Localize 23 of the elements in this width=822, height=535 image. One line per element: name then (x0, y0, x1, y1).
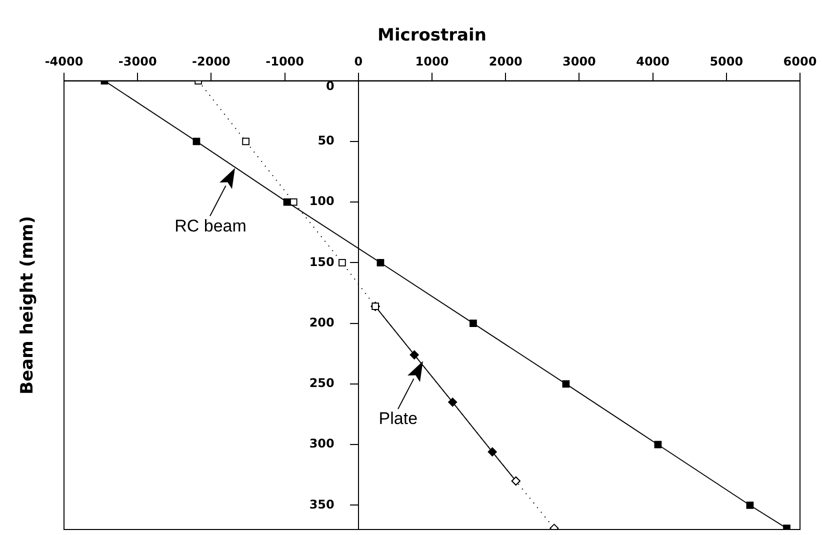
y-tick-label: 50 (318, 134, 334, 148)
y-tick-label: 250 (309, 376, 334, 390)
y-tick-label: 0 (326, 78, 334, 93)
y-tick-label: 100 (309, 194, 334, 208)
y-tick-label: 200 (309, 315, 334, 330)
x-tick-label: 4000 (636, 54, 670, 69)
x-tick-label: 3000 (562, 54, 596, 69)
x-tick-label: 5000 (710, 54, 744, 69)
x-tick-label: 1000 (415, 54, 449, 69)
x-tick-label: -2000 (192, 54, 230, 69)
y-axis-title: Beam height (mm) (17, 216, 38, 394)
annotation: RC beam (174, 216, 246, 236)
x-tick-label: 6000 (783, 54, 817, 69)
y-tick-label: 350 (309, 497, 334, 512)
x-tick-label: -1000 (266, 54, 304, 69)
y-tick-label: 300 (309, 436, 334, 451)
x-axis-title: Microstrain (378, 26, 486, 46)
annotation: Plate (378, 409, 418, 428)
x-tick-label: -4000 (44, 54, 84, 69)
x-tick-label: 0 (354, 54, 363, 69)
x-tick-label: 2000 (488, 54, 522, 69)
y-tick-label: 150 (309, 254, 334, 269)
x-tick-label: -3000 (118, 54, 157, 69)
